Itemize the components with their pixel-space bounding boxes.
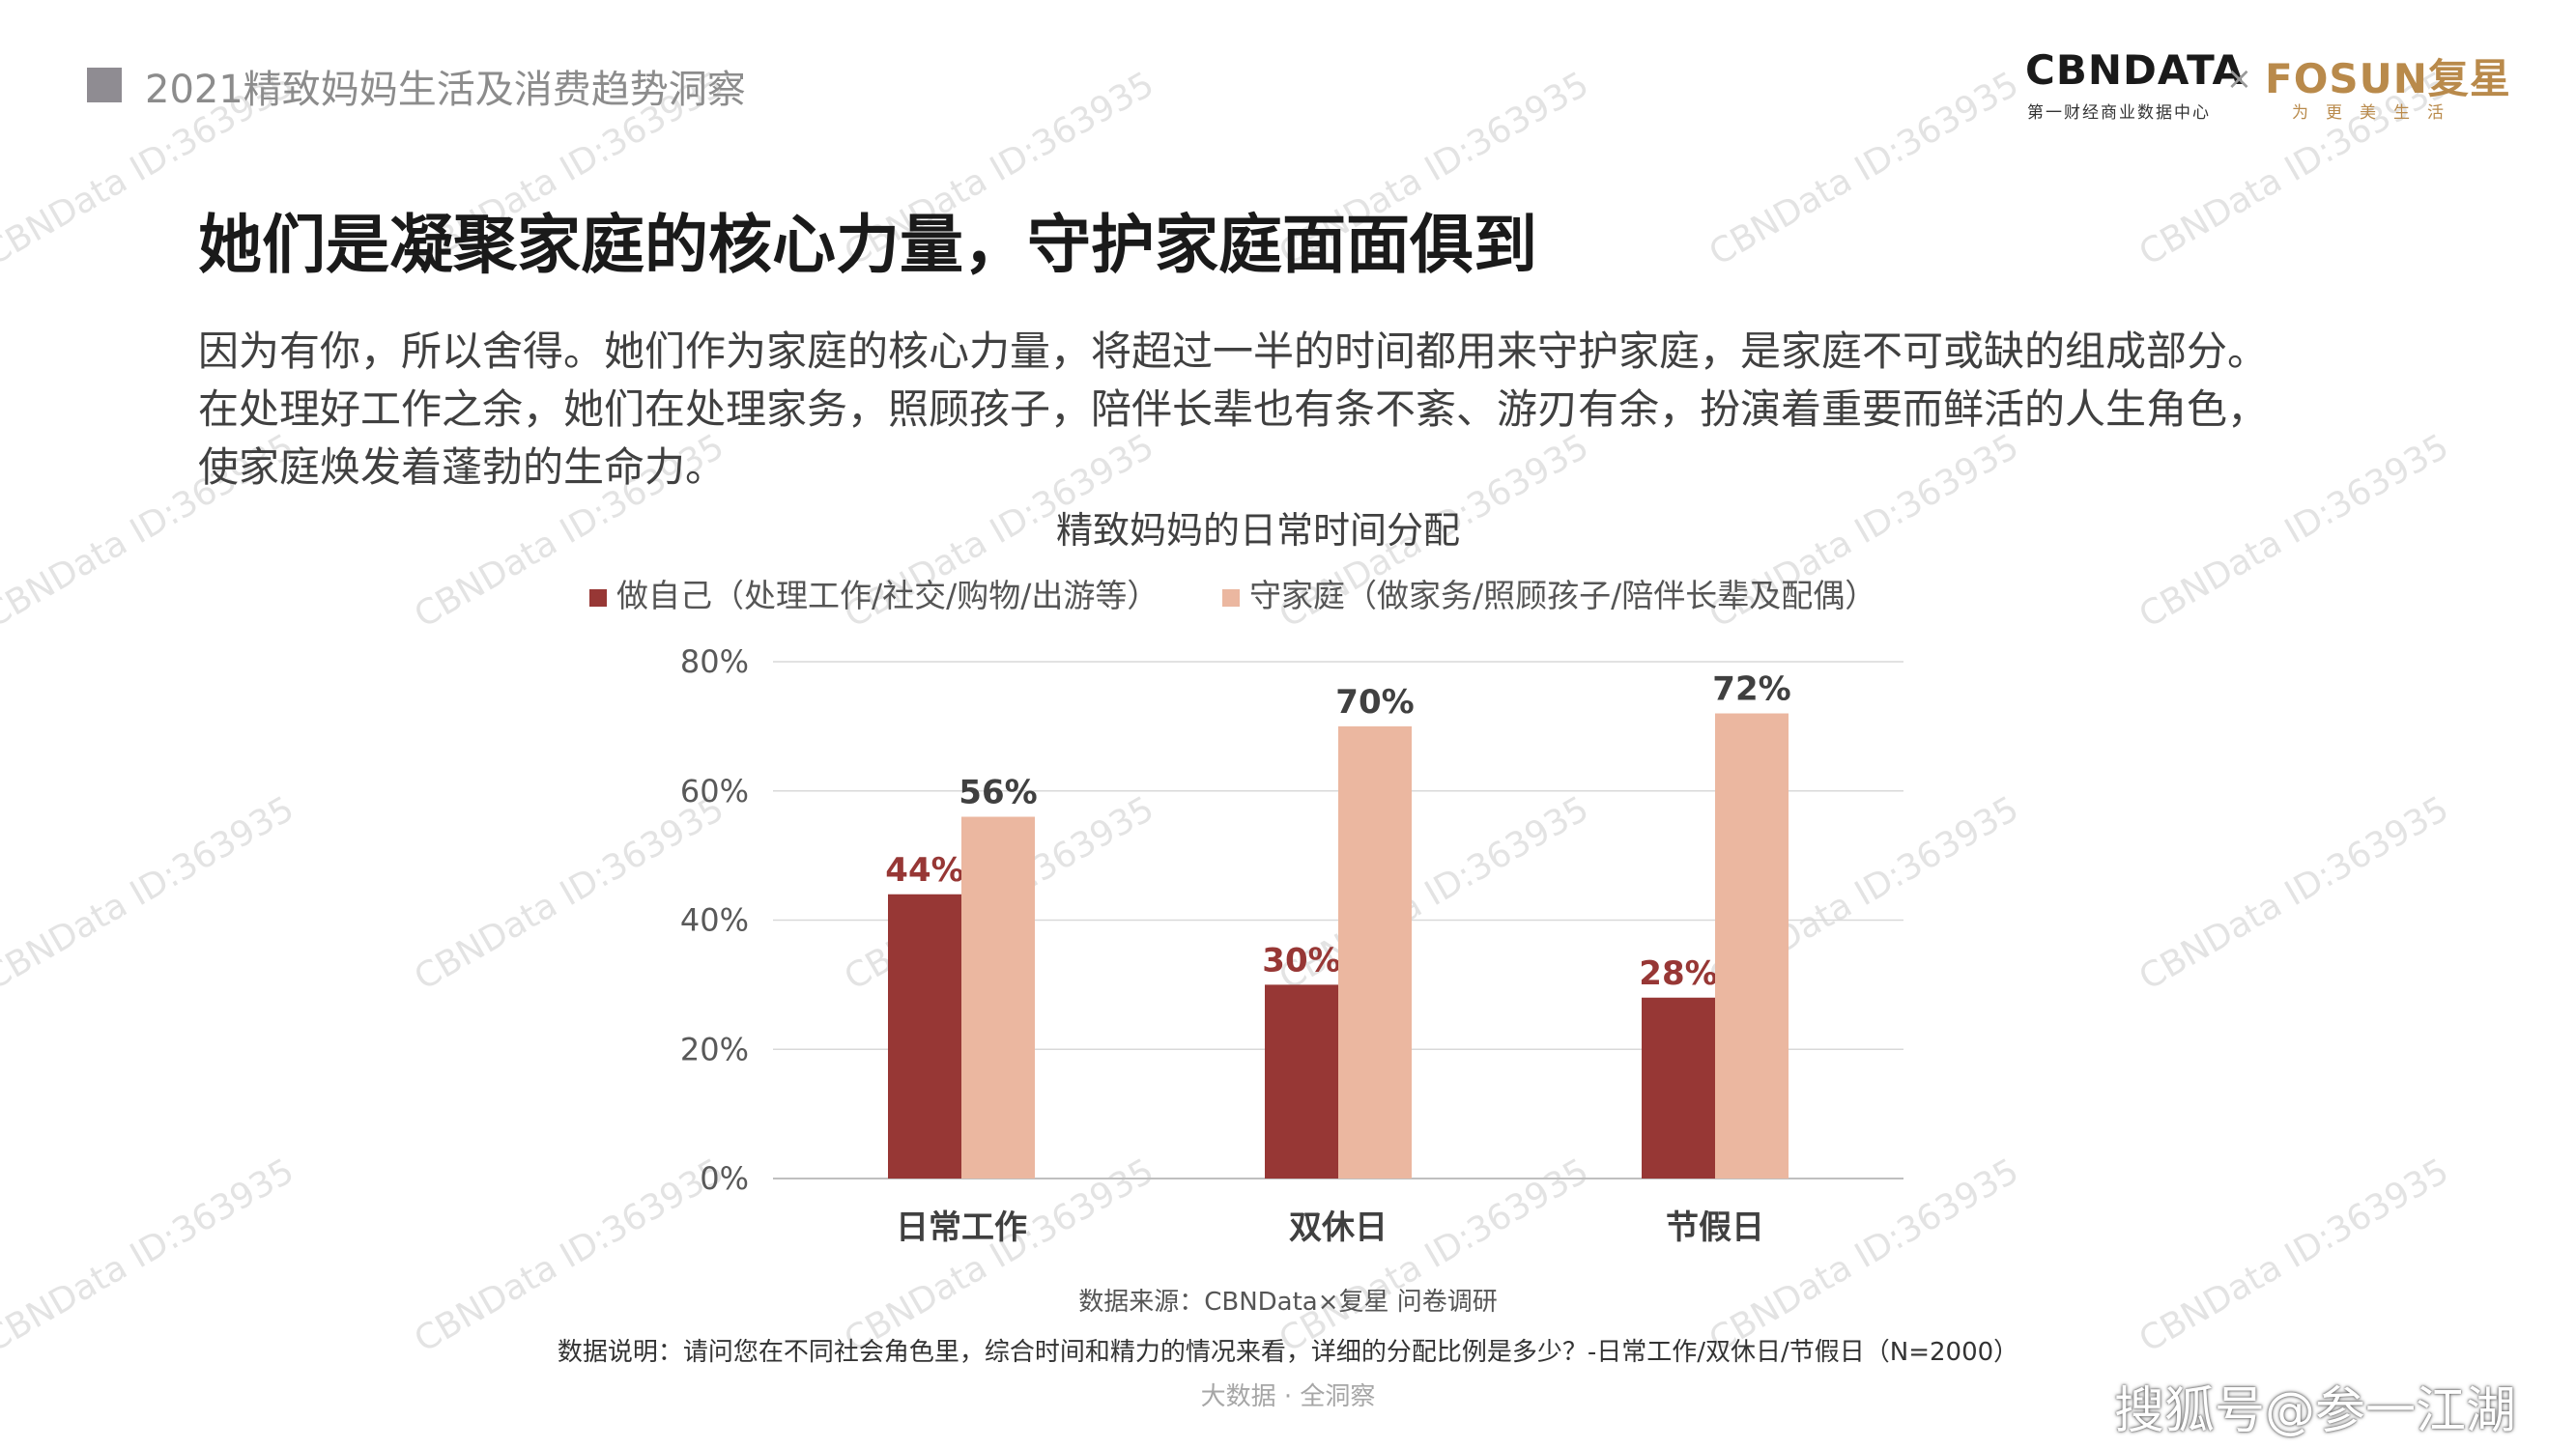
x-tick-label: 节假日 (1666, 1208, 1764, 1247)
y-tick-label: 60% (680, 773, 749, 810)
data-note: 数据说明：请问您在不同社会角色里，综合时间和精力的情况来看，详细的分配比例是多少… (557, 1338, 2019, 1367)
y-tick-label: 20% (680, 1031, 749, 1067)
fosun-logo: FOSUN复星 (2265, 55, 2511, 102)
header-square-icon (87, 68, 122, 102)
y-tick-label: 40% (680, 902, 749, 939)
bar-self (888, 894, 961, 1179)
watermark-text: CBNData ID:363935 (2132, 789, 2455, 999)
watermark-text: CBNData ID:363935 (0, 789, 301, 999)
logo-separator: × (2226, 60, 2252, 97)
legend-swatch (589, 589, 607, 607)
cbndata-logo-subtitle: 第一财经商业数据中心 (2027, 103, 2211, 123)
watermark-text: CBNData ID:363935 (1703, 65, 2025, 274)
paragraph-line: 使家庭焕发着蓬勃的生命力。 (198, 443, 727, 491)
x-tick-label: 日常工作 (896, 1208, 1027, 1247)
legend-swatch (1222, 589, 1240, 607)
bar-family (961, 816, 1035, 1179)
watermark-text: CBNData ID:363935 (0, 1151, 301, 1361)
footer-brand: 大数据 · 全洞察 (1200, 1382, 1376, 1411)
data-label: 70% (1335, 683, 1414, 722)
sohu-watermark: 搜狐号@参一江湖 (2114, 1382, 2517, 1440)
data-label: 30% (1262, 941, 1340, 980)
page-title: 她们是凝聚家庭的核心力量，守护家庭面面俱到 (198, 208, 1537, 282)
data-source: 数据来源：CBNData×复星 问卷调研 (1078, 1288, 1498, 1317)
cbndata-logo: CBNDATA (2025, 46, 2245, 94)
paragraph-line: 因为有你，所以舍得。她们作为家庭的核心力量，将超过一半的时间都用来守护家庭，是家… (198, 327, 2269, 375)
legend-label: 守家庭（做家务/照顾孩子/陪伴长辈及配偶） (1249, 577, 1876, 614)
x-tick-label: 双休日 (1289, 1208, 1388, 1247)
data-label: 72% (1712, 670, 1790, 709)
bar-family (1715, 713, 1789, 1179)
data-label: 44% (885, 851, 963, 890)
paragraph-line: 在处理好工作之余，她们在处理家务，照顾孩子，陪伴长辈也有条不紊、游刃有余，扮演着… (198, 385, 2269, 433)
legend-label: 做自己（处理工作/社交/购物/出游等） (616, 577, 1159, 614)
bar-self (1642, 997, 1715, 1179)
y-tick-label: 80% (680, 643, 749, 680)
fosun-logo-subtitle: 为更美生活 (2292, 103, 2461, 123)
intro-paragraph: 因为有你，所以舍得。她们作为家庭的核心力量，将超过一半的时间都用来守护家庭，是家… (198, 323, 2449, 497)
data-label: 28% (1639, 954, 1717, 993)
report-title: 2021精致妈妈生活及消费趋势洞察 (145, 68, 746, 112)
watermark-text: CBNData ID:363935 (2132, 1151, 2455, 1361)
chart-title: 精致妈妈的日常时间分配 (1056, 509, 1460, 552)
bar-self (1265, 984, 1338, 1179)
y-tick-label: 0% (700, 1160, 749, 1197)
data-label: 56% (959, 774, 1037, 812)
bar-family (1338, 725, 1412, 1179)
